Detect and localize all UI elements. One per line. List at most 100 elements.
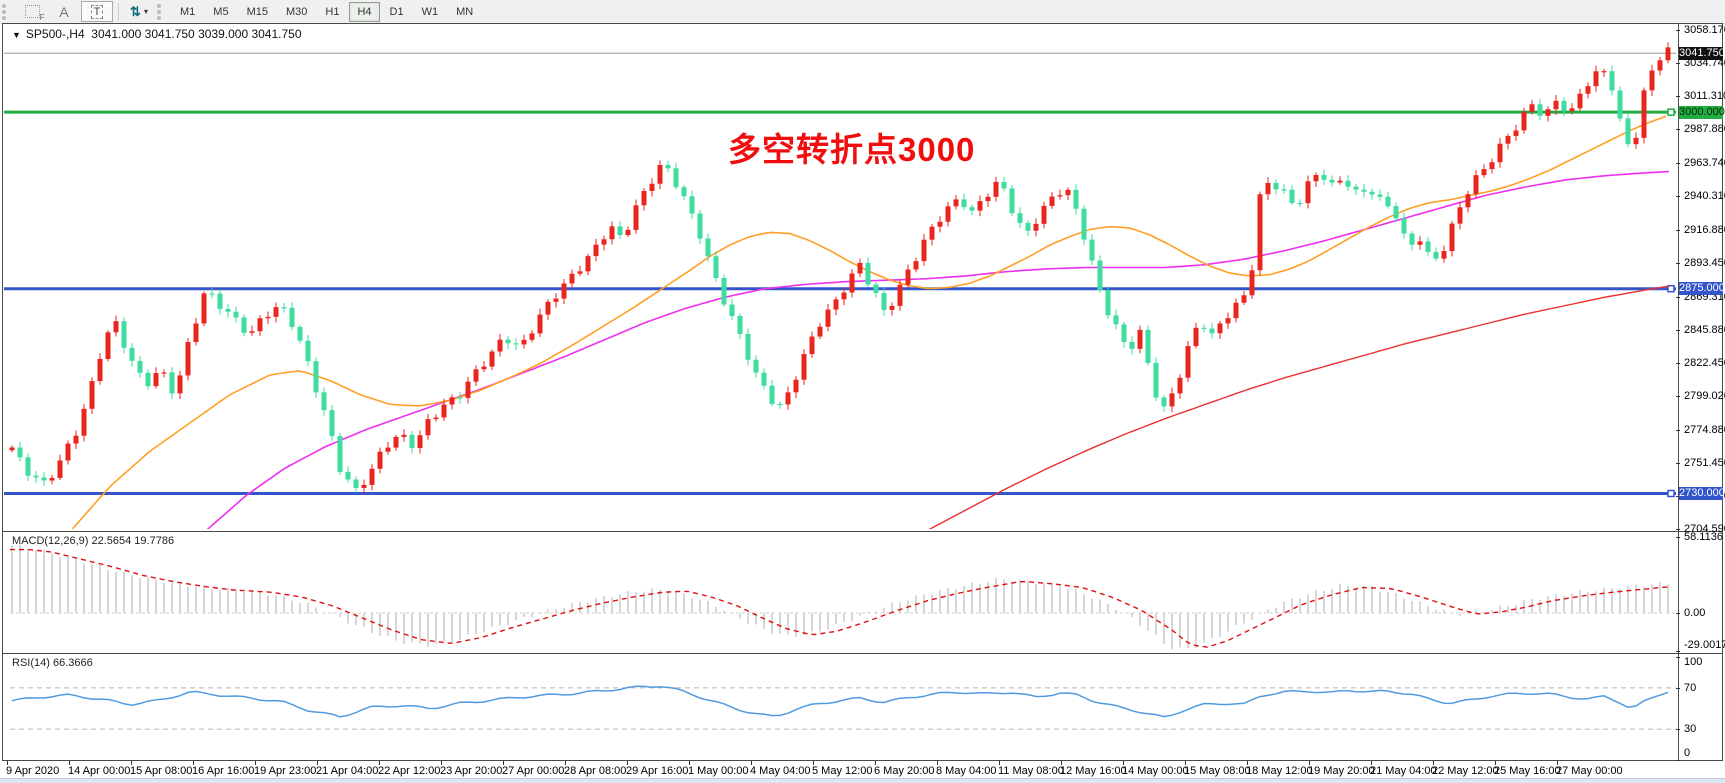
y-axis-label: 2963.740 bbox=[1684, 157, 1725, 170]
macd-axis-label: 0.00 bbox=[1684, 607, 1706, 619]
toolbar-drag-handle[interactable] bbox=[2, 3, 12, 20]
timeframe-button-mn[interactable]: MN bbox=[456, 5, 474, 18]
toolbar-drag-handle-2[interactable] bbox=[157, 3, 167, 20]
x-axis-label: 15 May 08:00 bbox=[1184, 765, 1251, 777]
macd-histogram bbox=[11, 544, 1669, 650]
x-axis-label: 18 May 12:00 bbox=[1246, 765, 1313, 777]
collapse-triangle-icon[interactable]: ▼ bbox=[12, 30, 21, 40]
x-axis-label: 29 Apr 16:00 bbox=[626, 765, 689, 777]
indicator-grid-button[interactable]: F bbox=[17, 2, 47, 22]
x-axis-label: 14 May 00:00 bbox=[1122, 765, 1189, 777]
y-axis-tick bbox=[1676, 30, 1680, 31]
x-axis-tick bbox=[1185, 761, 1186, 765]
x-axis-label: 28 Apr 08:00 bbox=[564, 765, 627, 777]
timeframe-button-h1[interactable]: H1 bbox=[325, 5, 340, 18]
rsi-axis-tick bbox=[1676, 687, 1680, 689]
y-axis-label: 2987.880 bbox=[1684, 123, 1725, 136]
timeframe-button-m15[interactable]: M15 bbox=[246, 5, 268, 18]
x-axis-label: 15 Apr 08:00 bbox=[130, 765, 193, 777]
timeframe-button-w1[interactable]: W1 bbox=[421, 5, 439, 18]
y-axis-label: 2893.450 bbox=[1684, 256, 1725, 269]
y-axis-label: 2845.880 bbox=[1684, 323, 1725, 336]
text-label-button[interactable]: A bbox=[49, 2, 79, 21]
x-axis-tick bbox=[69, 761, 70, 765]
x-axis-tick bbox=[441, 761, 442, 765]
y-axis-tick bbox=[1676, 463, 1680, 465]
x-axis-label: 19 May 20:00 bbox=[1308, 765, 1375, 777]
cursor-arrows-button[interactable]: ⇅ ▾ bbox=[124, 2, 154, 21]
x-axis-label: 6 May 20:00 bbox=[874, 765, 935, 777]
y-axis-label: 2916.880 bbox=[1684, 223, 1725, 236]
x-axis-label: 11 May 08:00 bbox=[998, 765, 1064, 777]
rsi-axis-tick bbox=[1676, 657, 1680, 658]
time-axis[interactable] bbox=[2, 761, 1723, 778]
x-axis-tick bbox=[1061, 761, 1062, 765]
timeframe-button-h4[interactable]: H4 bbox=[349, 1, 380, 22]
x-axis-label: 21 May 04:00 bbox=[1370, 765, 1437, 777]
timeframe-group: M1 M5 M15 M30 H1 H4 D1 W1 MN bbox=[171, 1, 482, 22]
rsi-axis-border bbox=[1678, 654, 1679, 760]
y-axis-tick bbox=[1676, 129, 1680, 131]
symbol-title: SP500-,H4 bbox=[25, 27, 85, 41]
y-axis-tick bbox=[1676, 63, 1680, 65]
y-axis-tick bbox=[1676, 329, 1680, 331]
macd-values: 22.5654 19.7786 bbox=[91, 535, 175, 547]
rsi-axis-label: 0 bbox=[1684, 747, 1691, 759]
x-axis-tick bbox=[751, 761, 752, 765]
y-axis-tick bbox=[1676, 529, 1680, 531]
y-axis-tick bbox=[1676, 296, 1680, 298]
x-axis-label: 14 Apr 00:00 bbox=[68, 765, 131, 777]
text-t-icon: T bbox=[90, 4, 104, 19]
timeframe-button-m30[interactable]: M30 bbox=[285, 5, 308, 18]
macd-label: MACD(12,26,9) 22.5654 19.7786 bbox=[12, 535, 175, 547]
y-axis-tick bbox=[1676, 396, 1680, 398]
x-axis-tick bbox=[7, 761, 8, 765]
macd-panel[interactable] bbox=[2, 531, 1723, 654]
macd-axis-border bbox=[1678, 532, 1679, 653]
annotation-text[interactable]: 多空转折点3000 bbox=[728, 131, 976, 168]
x-axis-tick bbox=[255, 761, 256, 765]
ohlc-readout: 3041.000 3041.750 3039.000 3041.750 bbox=[91, 27, 302, 41]
text-box-button[interactable]: T bbox=[81, 1, 113, 22]
rsi-panel[interactable] bbox=[2, 653, 1723, 761]
line-handle bbox=[1667, 489, 1675, 498]
x-axis-label: 9 Apr 2020 bbox=[6, 765, 60, 777]
x-axis-tick bbox=[1371, 761, 1372, 765]
y-axis-label: 3011.310 bbox=[1684, 90, 1725, 103]
x-axis-label: 5 May 12:00 bbox=[812, 765, 873, 777]
x-axis-label: 22 Apr 12:00 bbox=[378, 765, 441, 777]
x-axis-tick bbox=[1309, 761, 1310, 765]
timeframe-button-m1[interactable]: M1 bbox=[180, 5, 196, 18]
main-chart-panel[interactable] bbox=[2, 23, 1723, 532]
x-axis-tick bbox=[1557, 761, 1558, 765]
x-axis-tick bbox=[999, 761, 1000, 765]
timeframe-button-d1[interactable]: D1 bbox=[389, 5, 404, 18]
line-handle bbox=[1667, 284, 1675, 293]
x-axis-tick bbox=[937, 761, 938, 765]
chevron-down-icon[interactable]: ▾ bbox=[143, 7, 148, 16]
letter-a-icon: A bbox=[59, 3, 69, 20]
rsi-axis-tick bbox=[1676, 760, 1680, 761]
x-axis-tick bbox=[131, 761, 132, 765]
x-axis-label: 19 Apr 23:00 bbox=[254, 765, 317, 777]
x-axis-tick bbox=[193, 761, 194, 765]
x-axis-label: 4 May 04:00 bbox=[750, 765, 811, 777]
rsi-value: 66.3666 bbox=[52, 657, 93, 669]
rsi-axis-label: 100 bbox=[1684, 656, 1703, 668]
macd-axis-label: -29.0017 bbox=[1684, 639, 1725, 651]
x-axis-tick bbox=[565, 761, 566, 765]
y-axis-tick bbox=[1676, 196, 1680, 198]
timeframe-button-m5[interactable]: M5 bbox=[213, 5, 229, 18]
x-axis-tick bbox=[689, 761, 690, 765]
macd-axis-label: 58.1136 bbox=[1684, 530, 1723, 543]
y-axis-label: 2774.880 bbox=[1684, 424, 1725, 437]
toolbar-separator bbox=[118, 2, 119, 21]
y-axis-label: 2751.450 bbox=[1684, 457, 1725, 470]
macd-axis-tick bbox=[1676, 650, 1680, 652]
x-axis-label: 25 May 16:00 bbox=[1494, 765, 1561, 777]
x-axis-tick bbox=[317, 761, 318, 765]
x-axis-tick bbox=[1247, 761, 1248, 765]
y-axis-label: 3058.170 bbox=[1684, 24, 1725, 36]
